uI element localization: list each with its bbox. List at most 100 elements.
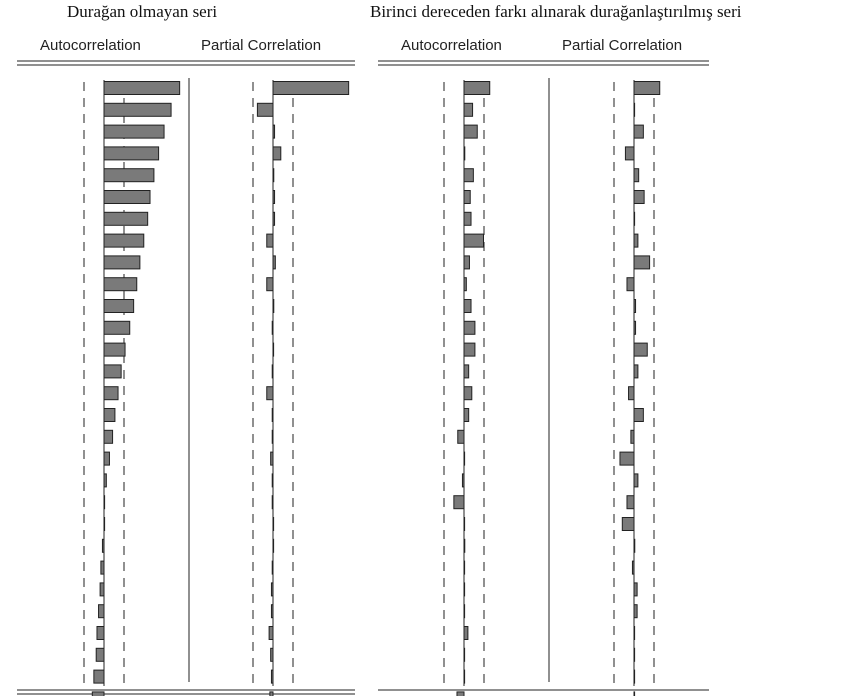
- right-pacf-bar-lag-16: [633, 408, 644, 422]
- left-acf-bar-lag-17: [103, 429, 114, 444]
- left-acf-bar-lag-24: [99, 582, 105, 597]
- left-acf-bar-lag-27: [95, 647, 105, 662]
- left-acf-bar-lag-26: [96, 626, 105, 640]
- left-pacf-bar-lag-22: [272, 538, 275, 553]
- right-pacf-bar-lag-9: [633, 255, 651, 270]
- right-pacf-bar-lag-5: [633, 168, 640, 183]
- left-pacf-bar-lag-11: [272, 299, 275, 313]
- left-pacf-bar-lag-20: [271, 495, 274, 510]
- left-acf-bar-lag-10: [103, 277, 138, 292]
- right-pacf-bar-lag-29: [633, 691, 636, 696]
- left-acf-bar-lag-19: [103, 473, 107, 488]
- right-acf-bar-lag-11: [463, 299, 472, 313]
- left-acf-bar-lag-11: [103, 299, 135, 313]
- right-acf-bar-lag-14: [463, 364, 470, 379]
- right-panel-title: Birinci dereceden farkı alınarak durağan…: [370, 2, 742, 21]
- right-pacf-bar-lag-24: [633, 582, 638, 597]
- left-pacf-bar-lag-15: [266, 386, 274, 401]
- left-acf-bar-lag-15: [103, 386, 119, 401]
- left-pacf-bar-lag-4: [272, 146, 282, 161]
- left-acf-bar-lag-12: [103, 320, 131, 335]
- left-acf-bar-lag-14: [103, 364, 122, 379]
- right-acf-bar-lag-26: [463, 626, 469, 640]
- right-acf-bar-lag-24: [463, 582, 466, 597]
- right-pacf-header: Partial Correlation: [562, 37, 683, 54]
- left-acf-bar-lag-29: [91, 691, 105, 696]
- right-acf-bar-lag-28: [463, 669, 466, 684]
- right-acf-bar-lag-16: [463, 408, 470, 422]
- left-pacf-bar-lag-29: [269, 691, 274, 696]
- left-acf-bar-lag-7: [103, 211, 149, 226]
- right-acf-bar-lag-22: [463, 538, 466, 553]
- right-acf-bar-lag-18: [463, 451, 466, 466]
- left-acf-bar-lag-9: [103, 255, 141, 270]
- left-pacf-bar-lag-12: [271, 320, 274, 335]
- right-acf-bar-lag-4: [463, 146, 466, 161]
- left-pacf-bar-lag-26: [268, 626, 274, 640]
- left-pacf-bar-lag-5: [272, 168, 275, 183]
- left-pacf-bar-lag-3: [272, 124, 276, 139]
- left-acf-bar-lag-20: [103, 495, 106, 510]
- left-pacf-bar-lag-23: [271, 560, 274, 575]
- left-pacf-bar-lag-17: [271, 429, 274, 444]
- right-pacf-bar-lag-13: [633, 342, 648, 357]
- left-acf-bar-lag-18: [103, 451, 110, 466]
- left-acf-header: Autocorrelation: [40, 37, 141, 54]
- left-acf-bar-lag-25: [98, 604, 105, 619]
- left-acf-bar-lag-2: [103, 102, 172, 117]
- left-pacf-bar-lag-28: [270, 669, 274, 684]
- right-acf-bar-lag-15: [463, 386, 473, 401]
- left-acf-bar-lag-6: [103, 190, 151, 204]
- right-pacf-bar-lag-11: [633, 299, 637, 313]
- right-acf-bar-lag-20: [453, 495, 465, 510]
- right-acf-bar-lag-25: [463, 604, 466, 619]
- right-acf-bar-lag-9: [463, 255, 470, 270]
- left-pacf-bar-lag-19: [271, 473, 274, 488]
- left-acf-bar-lag-13: [103, 342, 126, 357]
- left-pacf-bar-lag-1: [272, 81, 350, 95]
- right-acf-bar-lag-10: [463, 277, 467, 292]
- right-pacf-bar-lag-21: [621, 517, 635, 531]
- right-pacf-bar-lag-1: [633, 81, 661, 95]
- right-pacf-bar-lag-25: [633, 604, 638, 619]
- right-acf-bar-lag-12: [463, 320, 476, 335]
- left-acf-bar-lag-8: [103, 233, 145, 248]
- left-acf-bar-lag-1: [103, 81, 181, 95]
- left-acf-bar-lag-22: [101, 538, 105, 553]
- left-pacf-bar-lag-16: [271, 408, 274, 422]
- left-acf-bar-lag-4: [103, 146, 160, 161]
- right-pacf-bar-lag-28: [633, 669, 636, 684]
- left-pacf-bar-lag-14: [271, 364, 274, 379]
- right-pacf-bar-lag-17: [630, 429, 635, 444]
- right-acf-bar-lag-21: [463, 517, 466, 531]
- right-acf-bar-lag-13: [463, 342, 476, 357]
- right-pacf-bar-lag-4: [624, 146, 635, 161]
- right-acf-bar-lag-6: [463, 190, 471, 204]
- right-pacf-bar-lag-27: [633, 647, 636, 662]
- right-pacf-bar-lag-18: [619, 451, 635, 466]
- left-acf-bar-lag-23: [100, 560, 105, 575]
- right-pacf-bar-lag-3: [633, 124, 644, 139]
- left-pacf-bar-lag-7: [272, 211, 276, 226]
- right-pacf-bar-lag-19: [633, 473, 639, 488]
- right-pacf-bar-lag-8: [633, 233, 639, 248]
- right-acf-bar-lag-3: [463, 124, 478, 139]
- right-pacf-bar-lag-6: [633, 190, 645, 204]
- left-pacf-bar-lag-25: [270, 604, 274, 619]
- left-pacf-bar-lag-27: [270, 647, 274, 662]
- right-acf-header: Autocorrelation: [401, 37, 502, 54]
- right-acf-bar-lag-2: [463, 102, 474, 117]
- right-pacf-bar-lag-26: [633, 626, 636, 640]
- right-acf-bar-lag-27: [463, 647, 466, 662]
- right-acf-bar-lag-23: [463, 560, 466, 575]
- left-pacf-bar-lag-9: [272, 255, 276, 270]
- left-acf-bar-lag-5: [103, 168, 155, 183]
- right-pacf-bar-lag-12: [633, 320, 637, 335]
- right-pacf-bar-lag-14: [633, 364, 639, 379]
- left-acf-bar-lag-28: [93, 669, 105, 684]
- right-acf-bar-lag-19: [461, 473, 465, 488]
- left-pacf-bar-lag-24: [270, 582, 274, 597]
- right-acf-bar-lag-17: [457, 429, 465, 444]
- right-pacf-bar-lag-7: [633, 211, 636, 226]
